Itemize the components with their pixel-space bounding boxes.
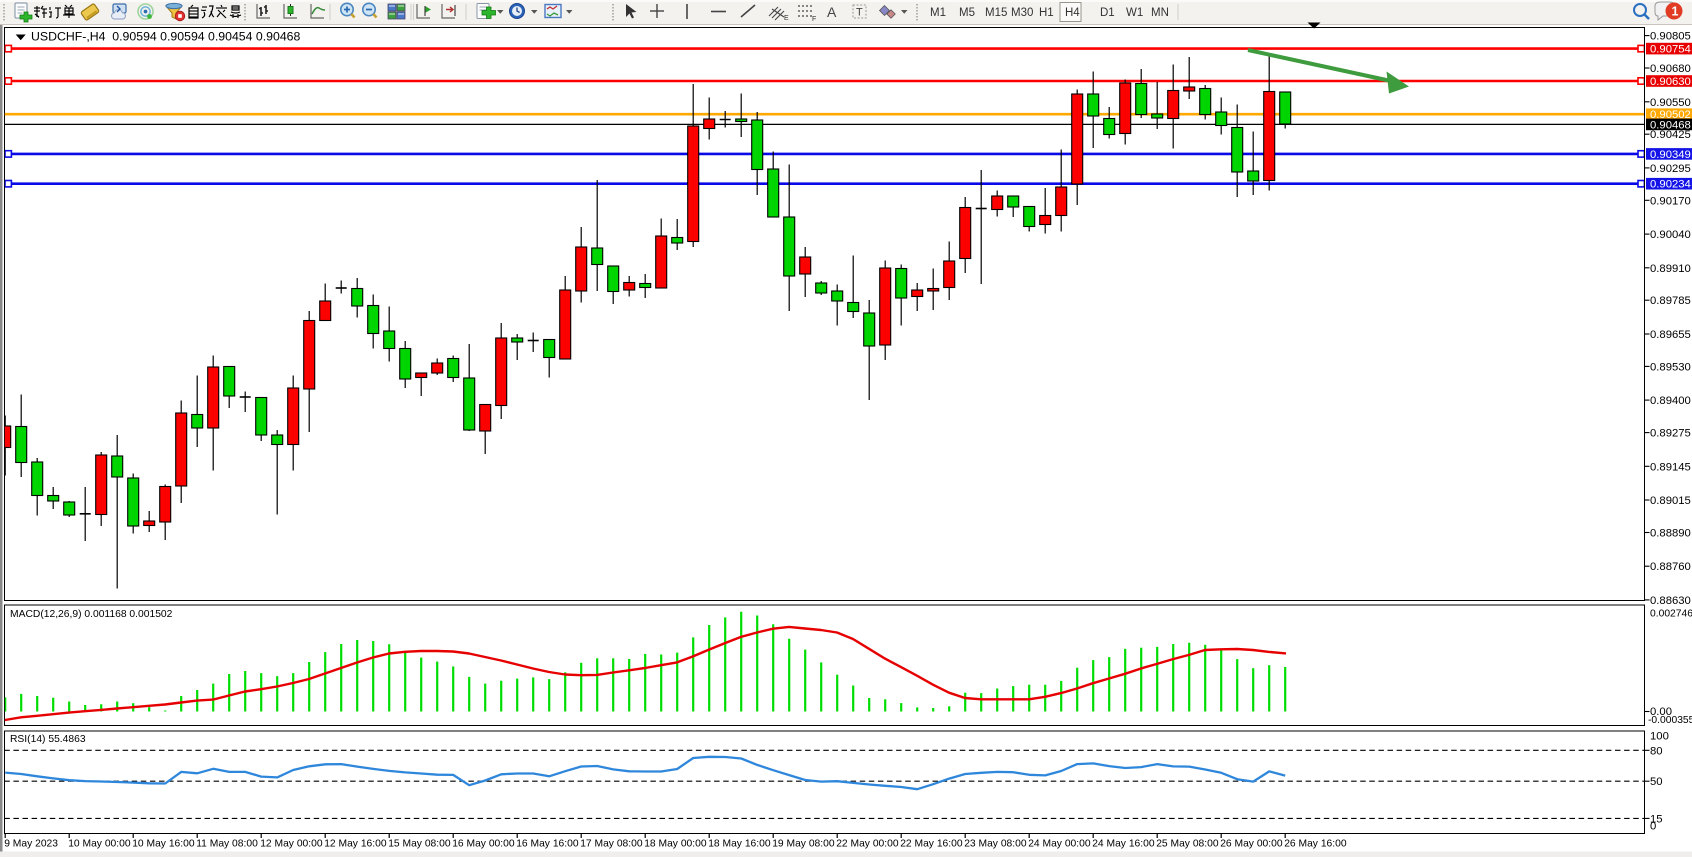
svg-text:24 May 16:00: 24 May 16:00 [1092, 839, 1155, 850]
svg-text:0.89015: 0.89015 [1650, 495, 1691, 507]
svg-text:0.90295: 0.90295 [1650, 163, 1691, 175]
svg-text:15: 15 [1650, 813, 1663, 825]
svg-text:18 May 16:00: 18 May 16:00 [708, 839, 771, 850]
svg-text:0.89275: 0.89275 [1650, 428, 1691, 440]
svg-text:9 May 2023: 9 May 2023 [4, 839, 58, 850]
svg-text:17 May 08:00: 17 May 08:00 [580, 839, 643, 850]
svg-text:16 May 16:00: 16 May 16:00 [516, 839, 579, 850]
svg-text:0.00: 0.00 [1650, 706, 1672, 718]
svg-text:M15: M15 [985, 7, 1007, 19]
svg-text:E: E [784, 15, 789, 22]
svg-text:0.89145: 0.89145 [1650, 461, 1691, 473]
svg-text:0.90680: 0.90680 [1650, 63, 1691, 75]
svg-text:H1: H1 [1039, 7, 1054, 19]
svg-text:MACD(12,26,9) 0.001168 0.00150: MACD(12,26,9) 0.001168 0.001502 [10, 609, 173, 620]
svg-text:0.88630: 0.88630 [1650, 595, 1691, 607]
svg-text:100: 100 [1650, 730, 1669, 742]
svg-text:10 May 16:00: 10 May 16:00 [132, 839, 195, 850]
svg-text:10 May 00:00: 10 May 00:00 [68, 839, 131, 850]
svg-text:A: A [827, 4, 837, 20]
svg-text:RSI(14) 55.4863: RSI(14) 55.4863 [10, 734, 86, 745]
svg-text:MN: MN [1151, 7, 1169, 19]
svg-text:11 May 08:00: 11 May 08:00 [196, 839, 258, 850]
svg-text:H4: H4 [1065, 7, 1080, 19]
svg-text:0.90630: 0.90630 [1650, 76, 1691, 88]
svg-text:0.88890: 0.88890 [1650, 528, 1691, 540]
svg-text:M5: M5 [959, 7, 975, 19]
svg-text:0.89530: 0.89530 [1650, 361, 1691, 373]
svg-text:80: 80 [1650, 745, 1663, 757]
svg-text:0.90170: 0.90170 [1650, 195, 1691, 207]
svg-text:24 May 00:00: 24 May 00:00 [1028, 839, 1091, 850]
svg-text:0.002746: 0.002746 [1650, 609, 1692, 620]
svg-text:0.90349: 0.90349 [1650, 149, 1691, 161]
svg-text:0.90805: 0.90805 [1650, 31, 1691, 43]
svg-text:0.89785: 0.89785 [1650, 295, 1691, 307]
svg-text:19 May 08:00: 19 May 08:00 [772, 839, 835, 850]
svg-text:M30: M30 [1011, 7, 1033, 19]
svg-text:22 May 16:00: 22 May 16:00 [900, 839, 963, 850]
svg-text:0.88760: 0.88760 [1650, 561, 1691, 573]
svg-text:26 May 00:00: 26 May 00:00 [1220, 839, 1283, 850]
svg-text:0.90040: 0.90040 [1650, 229, 1691, 241]
svg-text:M1: M1 [930, 7, 946, 19]
svg-text:23 May 08:00: 23 May 08:00 [964, 839, 1027, 850]
svg-text:1: 1 [1672, 5, 1679, 19]
svg-text:0: 0 [1650, 821, 1656, 833]
svg-text:F: F [812, 16, 816, 23]
svg-text:D1: D1 [1100, 7, 1115, 19]
svg-text:0.90754: 0.90754 [1650, 44, 1691, 56]
svg-text:0.89400: 0.89400 [1650, 395, 1691, 407]
svg-text:26 May 16:00: 26 May 16:00 [1284, 839, 1347, 850]
svg-text:12 May 00:00: 12 May 00:00 [260, 839, 323, 850]
svg-text:-0.000355: -0.000355 [1648, 715, 1692, 726]
svg-text:0.90425: 0.90425 [1650, 129, 1691, 141]
svg-text:25 May 08:00: 25 May 08:00 [1156, 839, 1219, 850]
svg-text:0.90468: 0.90468 [1650, 119, 1691, 131]
svg-text:15 May 08:00: 15 May 08:00 [388, 839, 451, 850]
svg-text:USDCHF-,H4 0.90594 0.90594 0.: USDCHF-,H4 0.90594 0.90594 0.90454 0.904… [31, 30, 301, 44]
svg-text:W1: W1 [1126, 7, 1143, 19]
svg-text:50: 50 [1650, 776, 1663, 788]
svg-text:T: T [856, 7, 863, 19]
svg-text:0.90234: 0.90234 [1650, 179, 1691, 191]
svg-text:22 May 00:00: 22 May 00:00 [836, 839, 899, 850]
svg-text:16 May 00:00: 16 May 00:00 [452, 839, 515, 850]
svg-text:0.89910: 0.89910 [1650, 263, 1691, 275]
svg-text:18 May 00:00: 18 May 00:00 [644, 839, 707, 850]
svg-text:12 May 16:00: 12 May 16:00 [324, 839, 387, 850]
svg-text:0.89655: 0.89655 [1650, 329, 1691, 341]
svg-text:0.90502: 0.90502 [1650, 109, 1691, 121]
svg-text:0.90550: 0.90550 [1650, 97, 1691, 109]
